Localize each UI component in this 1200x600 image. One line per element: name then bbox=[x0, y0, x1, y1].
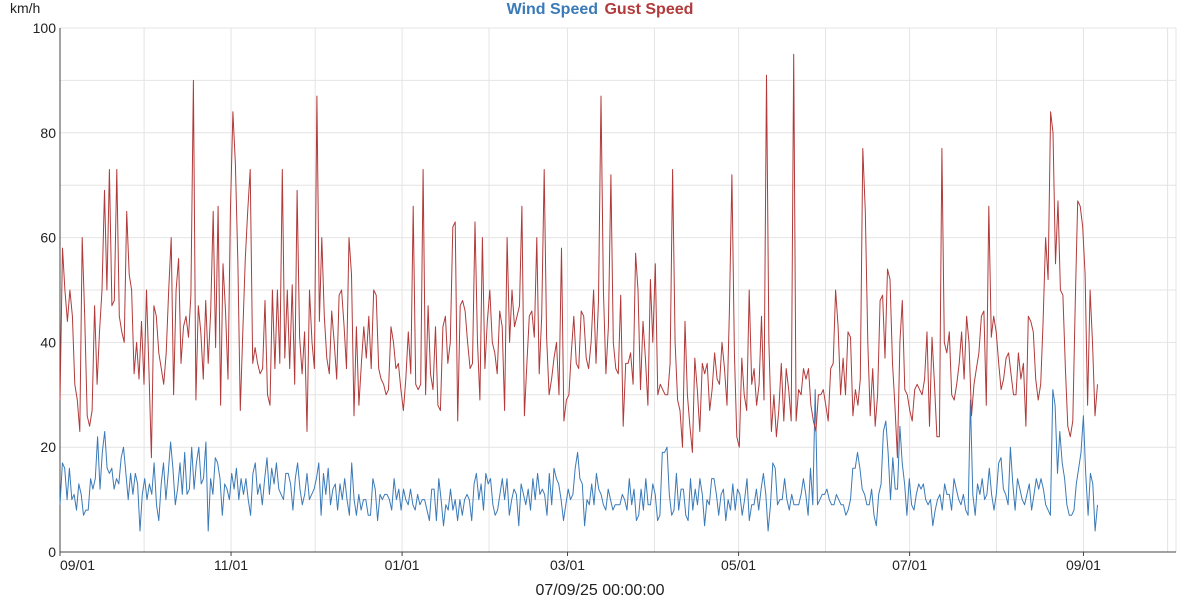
axes bbox=[59, 28, 1176, 556]
y-tick-label: 60 bbox=[40, 230, 56, 246]
x-tick-label: 09/01 bbox=[1066, 557, 1101, 573]
series-group bbox=[59, 53, 1098, 532]
series-line-gust-speed bbox=[59, 53, 1098, 459]
x-tick-label: 03/01 bbox=[550, 557, 585, 573]
x-tick-label: 01/01 bbox=[385, 557, 420, 573]
x-tick-label: 11/01 bbox=[214, 557, 248, 573]
y-tick-labels: 0 20 40 60 80 100 bbox=[33, 20, 57, 560]
x-axis-title: 07/09/25 00:00:00 bbox=[535, 582, 665, 599]
y-tick-label: 100 bbox=[33, 20, 57, 36]
legend: Wind Speed Gust Speed bbox=[0, 0, 1200, 20]
x-tick-label: 05/01 bbox=[721, 557, 756, 573]
y-tick-label: 20 bbox=[40, 439, 56, 455]
y-tick-label: 0 bbox=[48, 544, 56, 560]
legend-item-gust-speed[interactable]: Gust Speed bbox=[604, 1, 694, 18]
x-tick-labels: 09/01 11/01 01/01 03/01 05/01 07/01 09/01 bbox=[60, 557, 1101, 573]
grid bbox=[59, 27, 1177, 553]
legend-item-wind-speed[interactable]: Wind Speed bbox=[506, 1, 599, 18]
x-tick-label: 07/01 bbox=[892, 557, 927, 573]
y-axis-unit-label: km/h bbox=[10, 0, 41, 16]
x-tick-label: 09/01 bbox=[60, 557, 95, 573]
series-line-wind-speed bbox=[59, 389, 1098, 532]
y-tick-label: 40 bbox=[40, 334, 56, 350]
y-tick-label: 80 bbox=[40, 125, 56, 141]
